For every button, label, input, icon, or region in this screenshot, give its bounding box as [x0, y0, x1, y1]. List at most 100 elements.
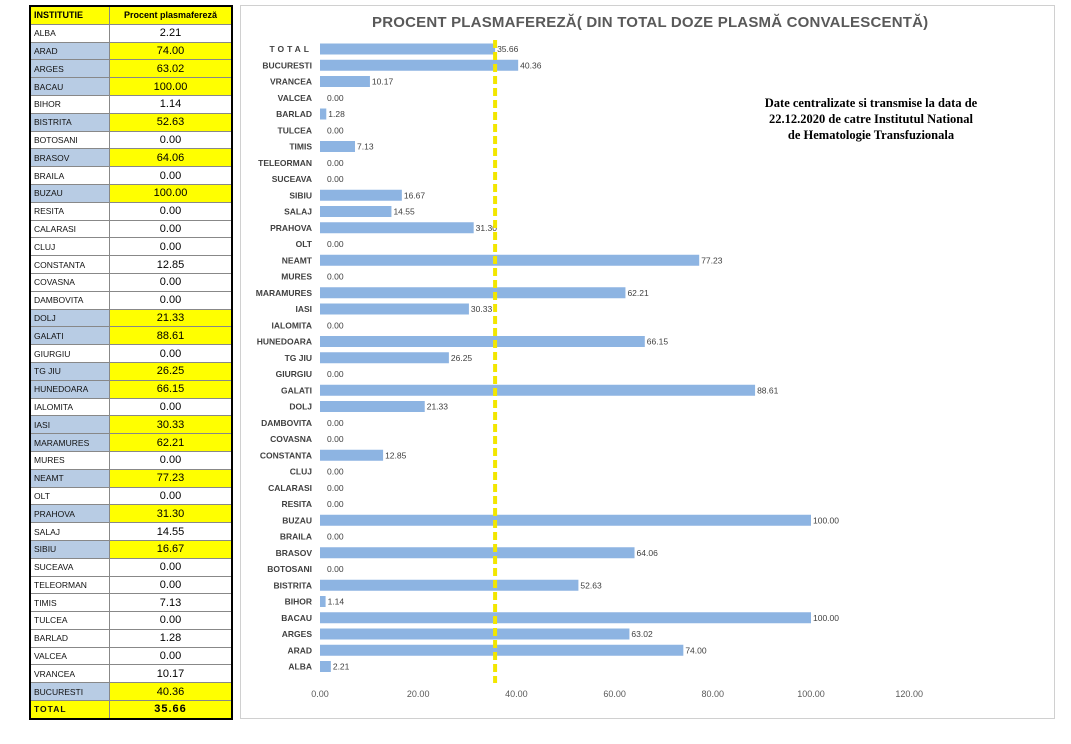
institution-name: BUCURESTI: [29, 682, 110, 702]
bar: [320, 287, 626, 299]
data-label: 0.00: [327, 320, 344, 330]
table-row: GALATI 88.61: [29, 326, 233, 346]
bar: [320, 303, 469, 315]
data-label: 64.06: [637, 548, 659, 558]
table-row: BIHOR 1.14: [29, 94, 233, 114]
data-label: 74.00: [685, 645, 707, 655]
bar: [320, 401, 425, 412]
institution-percent: 88.61: [109, 326, 233, 346]
bar: [320, 579, 579, 591]
table-row: RESITA 0.00: [29, 201, 233, 221]
table-row: BISTRITA 52.63: [29, 112, 233, 132]
bar: [320, 596, 326, 607]
category-label: CLUJ: [290, 467, 312, 477]
category-label: OLT: [296, 239, 313, 249]
institution-percent: 74.00: [109, 41, 233, 61]
category-label: TG JIU: [285, 353, 312, 363]
institution-name: HUNEDOARA: [29, 379, 110, 399]
institution-percent: 0.00: [109, 290, 233, 310]
data-label: 52.63: [580, 580, 602, 590]
institution-percent: 0.00: [109, 201, 233, 221]
bar: [320, 449, 384, 461]
x-tick-label: 0.00: [311, 689, 329, 699]
category-label: RESITA: [281, 499, 312, 509]
category-label: TIMIS: [289, 142, 312, 152]
category-label: BARLAD: [276, 109, 312, 119]
data-label: 7.13: [357, 142, 374, 152]
institution-name: BUZAU: [29, 183, 110, 203]
bar: [320, 628, 630, 640]
institution-percent: 66.15: [109, 379, 233, 399]
note-line-2: 22.12.2020 de catre Institutul National: [769, 112, 973, 126]
table-row: MURES 0.00: [29, 450, 233, 470]
x-tick-label: 80.00: [702, 689, 725, 699]
data-label: 0.00: [327, 434, 344, 444]
note-line-1: Date centralizate si transmise la data d…: [764, 96, 978, 110]
category-label: BUZAU: [282, 515, 312, 525]
data-label: 66.15: [647, 337, 669, 347]
table-row: SIBIU 16.67: [29, 539, 233, 559]
bar: [320, 612, 811, 624]
bar: [320, 108, 327, 120]
institution-percent: 12.85: [109, 255, 233, 274]
data-label: 2.21: [333, 662, 350, 672]
x-tick-label: 20.00: [407, 689, 430, 699]
table-row: OLT 0.00: [29, 486, 233, 506]
data-label: 16.67: [404, 190, 426, 200]
category-label: BISTRITA: [273, 580, 312, 590]
institution-name: SIBIU: [29, 539, 110, 559]
category-label: IALOMITA: [272, 320, 312, 330]
table-row: BRAILA 0.00: [29, 166, 233, 185]
category-label: BACAU: [281, 613, 312, 623]
category-label: ARAD: [287, 645, 312, 655]
bar: [320, 336, 645, 347]
x-tick-label: 40.00: [505, 689, 528, 699]
bar: [320, 547, 635, 559]
category-label: MARAMURES: [256, 288, 313, 298]
table-row: ALBA 2.21: [29, 23, 233, 43]
table-row: VALCEA 0.00: [29, 646, 233, 666]
x-tick-label: 120.00: [895, 689, 923, 699]
data-label: 0.00: [327, 272, 344, 282]
category-label: SIBIU: [289, 190, 312, 200]
bar: [320, 76, 370, 87]
data-label: 0.00: [327, 418, 344, 428]
data-label: 21.33: [427, 402, 449, 412]
category-label: NEAMT: [282, 255, 313, 265]
data-label: 30.33: [471, 304, 493, 314]
total-value: 35.66: [109, 700, 233, 720]
category-label: VALCEA: [278, 93, 312, 103]
bar: [320, 206, 392, 217]
institution-table: INSTITUTIE Procent plasmafereză ALBA 2.21…: [29, 5, 233, 720]
data-label: 63.02: [631, 629, 653, 639]
institution-percent: 77.23: [109, 468, 233, 488]
data-label: 0.00: [327, 125, 344, 135]
category-label: BOTOSANI: [267, 564, 312, 574]
data-label: 0.00: [327, 158, 344, 168]
bar: [320, 59, 519, 71]
data-label: 26.25: [451, 353, 473, 363]
category-label: SUCEAVA: [272, 174, 312, 184]
category-label: CONSTANTA: [260, 450, 312, 460]
category-label: BRAILA: [280, 532, 312, 542]
table-row: COVASNA 0.00: [29, 272, 233, 292]
chart-title: PROCENT PLASMAFEREZĂ( DIN TOTAL DOZE PLA…: [372, 14, 929, 31]
category-label: ALBA: [288, 662, 312, 672]
category-label: TOTAL: [269, 44, 312, 54]
bar: [320, 141, 356, 152]
category-label: DAMBOVITA: [261, 418, 312, 428]
bar: [320, 222, 474, 234]
category-label: TULCEA: [278, 125, 312, 135]
institution-percent: 31.30: [109, 504, 233, 524]
category-label: GIURGIU: [276, 369, 312, 379]
data-label: 1.14: [328, 597, 345, 607]
category-label: IASI: [295, 304, 312, 314]
header-institutie: INSTITUTIE: [29, 5, 110, 25]
bar: [320, 189, 402, 201]
header-procent: Procent plasmafereză: [109, 5, 233, 25]
bar: [320, 514, 811, 526]
data-label: 100.00: [813, 613, 839, 623]
data-label: 40.36: [520, 60, 542, 70]
category-label: ARGES: [282, 629, 313, 639]
category-label: CALARASI: [268, 483, 312, 493]
